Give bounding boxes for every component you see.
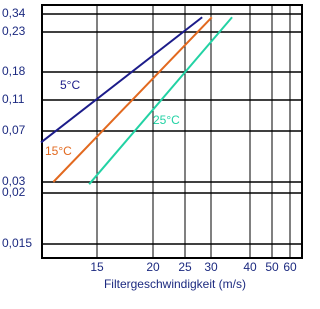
legend-label: 5°C	[60, 78, 80, 92]
y-tick-label: 0,34	[2, 6, 26, 20]
y-tick-label: 0,07	[2, 123, 26, 137]
y-tick-label: 0,03	[2, 174, 26, 188]
data-line	[40, 16, 203, 144]
x-axis-label: Filtergeschwindigkeit (m/s)	[104, 277, 246, 291]
y-tick-label: 0,015	[2, 236, 32, 250]
x-tick-label: 30	[204, 260, 218, 274]
data-line	[88, 16, 233, 185]
x-tick-label: 15	[90, 260, 104, 274]
y-tick-label: 0,11	[2, 92, 25, 106]
y-tick-label: 0,02	[2, 185, 26, 199]
legend-label: 25°C	[153, 113, 180, 127]
x-tick-label: 20	[146, 260, 160, 274]
x-tick-label: 40	[243, 260, 257, 274]
chart: Filtergeschwindigkeit (m/s) 15 20 25 30 40 50…	[2, 4, 303, 291]
legend-label: 15°C	[45, 144, 72, 158]
x-tick-label: 60	[283, 260, 297, 274]
x-tick-label: 25	[178, 260, 192, 274]
y-tick-label: 0,18	[2, 64, 26, 78]
data-line	[52, 16, 213, 183]
x-tick-label: 50	[265, 260, 279, 274]
y-tick-label: 0,23	[2, 24, 26, 38]
